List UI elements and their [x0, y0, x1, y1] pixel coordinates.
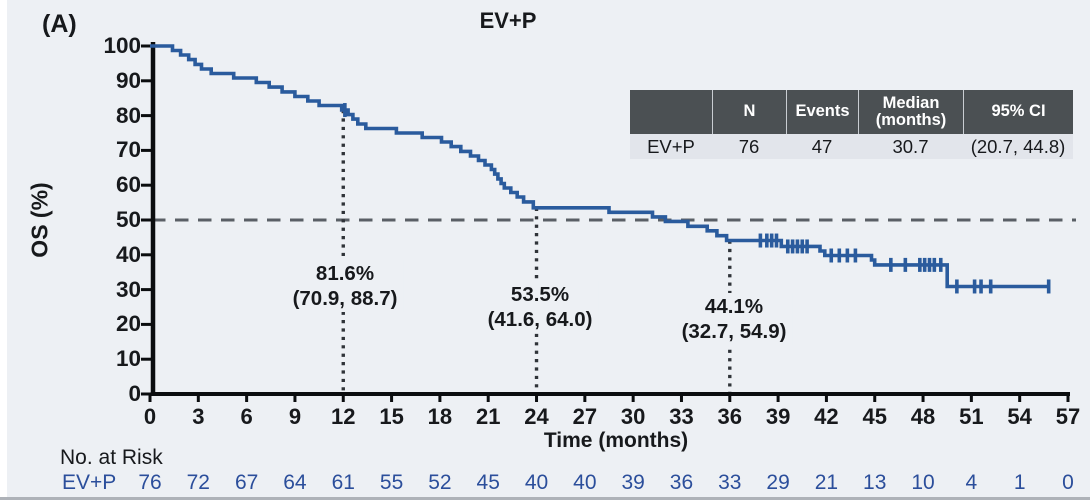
km-curve	[150, 44, 1049, 289]
at-risk-count: 21	[814, 471, 839, 494]
at-risk-count: 33	[718, 471, 742, 494]
panel-label: (A)	[42, 10, 77, 38]
at-risk-count: 55	[379, 471, 404, 494]
summary-table-cell: 76	[738, 135, 760, 157]
x-axis-tick-label: 54	[1007, 404, 1032, 429]
y-axis-title: OS (%)	[26, 182, 53, 258]
milestone-annotation-24mo: 53.5% (41.6, 64.0)	[481, 281, 599, 333]
at-risk-count: 52	[428, 471, 452, 494]
x-axis-tick-label: 30	[620, 404, 646, 429]
milestone-annotation-12mo: 81.6% (70.9, 88.7)	[286, 260, 404, 312]
summary-table-row: EV+P 76 47 30.7 (20.7, 44.8)	[630, 134, 1073, 159]
y-axis-tick-label: 100	[103, 33, 141, 58]
x-axis-tick-label: 15	[379, 404, 404, 429]
milestone-annotation-36mo: 44.1% (32.7, 54.9)	[675, 293, 793, 345]
at-risk-count: 61	[331, 471, 355, 494]
at-risk-count: 40	[573, 471, 597, 494]
milestone-ci: (41.6, 64.0)	[487, 308, 593, 331]
bottom-edge-strip	[0, 497, 1090, 500]
summary-table-cell: EV+P	[647, 135, 695, 157]
summary-table-cell: (20.7, 44.8)	[970, 135, 1066, 157]
x-axis-tick-label: 18	[427, 404, 453, 429]
milestone-ci: (70.9, 88.7)	[292, 287, 398, 310]
x-axis-tick-label: 51	[959, 404, 984, 429]
at-risk-count: 36	[669, 471, 694, 494]
at-risk-count: 29	[766, 471, 790, 494]
at-risk-count: 76	[138, 471, 162, 494]
at-risk-count: 72	[186, 471, 210, 494]
at-risk-count: 40	[524, 471, 549, 494]
summary-table-header-cell: 95% CI	[963, 90, 1073, 134]
at-risk-count: 0	[1062, 471, 1074, 494]
at-risk-count: 39	[621, 471, 645, 494]
x-axis-tick-label: 36	[717, 404, 743, 429]
x-axis-tick-label: 0	[143, 404, 157, 429]
summary-table-cell: 47	[811, 135, 833, 157]
y-axis-tick-label: 70	[115, 137, 141, 163]
at-risk-row-label: EV+P	[62, 471, 117, 494]
x-axis-tick-label: 42	[814, 404, 839, 429]
y-axis-tick-label: 10	[115, 346, 141, 372]
x-axis-tick-label: 27	[572, 404, 598, 429]
summary-table-header-row: N Events Median (months) 95% CI	[630, 90, 1073, 134]
x-axis-tick-label: 12	[331, 404, 356, 429]
at-risk-count: 45	[476, 471, 500, 494]
y-axis-tick-label: 30	[115, 276, 141, 302]
summary-table-header-cell: N	[712, 90, 786, 134]
x-axis-tick-label: 9	[288, 404, 302, 429]
summary-table-header-cell	[630, 90, 712, 134]
at-risk-count: 64	[283, 471, 307, 494]
summary-table-header-cell: Events	[786, 90, 858, 134]
milestone-rate: 81.6%	[315, 262, 375, 285]
summary-table: N Events Median (months) 95% CI EV+P 76 47 30.7(…	[630, 90, 1073, 159]
x-axis-tick-label: 48	[910, 404, 936, 429]
chart-title: EV+P	[479, 8, 537, 33]
x-axis-tick-label: 6	[240, 404, 253, 429]
at-risk-count: 13	[863, 471, 887, 494]
milestone-rate: 53.5%	[510, 283, 570, 306]
y-axis-tick-label: 40	[115, 241, 141, 267]
at-risk-count: 4	[965, 471, 978, 494]
x-axis-tick-label: 33	[669, 404, 694, 429]
left-edge-strip	[0, 0, 7, 500]
summary-table-cell: 30.7	[892, 135, 929, 157]
at-risk-count: 1	[1013, 471, 1026, 494]
y-axis-tick-label: 50	[115, 207, 141, 232]
y-axis-tick-label: 60	[115, 172, 141, 198]
milestone-rate: 44.1%	[704, 295, 764, 318]
y-axis-tick-label: 90	[115, 67, 141, 93]
y-axis-tick-label: 20	[115, 311, 141, 337]
at-risk-count: 10	[911, 471, 935, 494]
x-axis-tick-label: 3	[192, 404, 205, 429]
x-axis-tick-label: 57	[1055, 404, 1081, 429]
at-risk-section-label: No. at Risk	[60, 446, 163, 469]
y-axis-tick-label: 0	[128, 381, 141, 406]
milestone-ci: (32.7, 54.9)	[681, 320, 787, 343]
x-axis-tick-label: 24	[524, 404, 549, 429]
x-axis-tick-label: 45	[862, 404, 887, 429]
x-axis-title: Time (months)	[543, 429, 689, 452]
x-axis-tick-label: 21	[475, 404, 501, 429]
x-axis-tick-label: 39	[765, 404, 791, 429]
summary-table-header-cell: Median (months)	[858, 90, 963, 134]
at-risk-count: 67	[234, 471, 259, 494]
y-axis-tick-label: 80	[115, 102, 141, 128]
